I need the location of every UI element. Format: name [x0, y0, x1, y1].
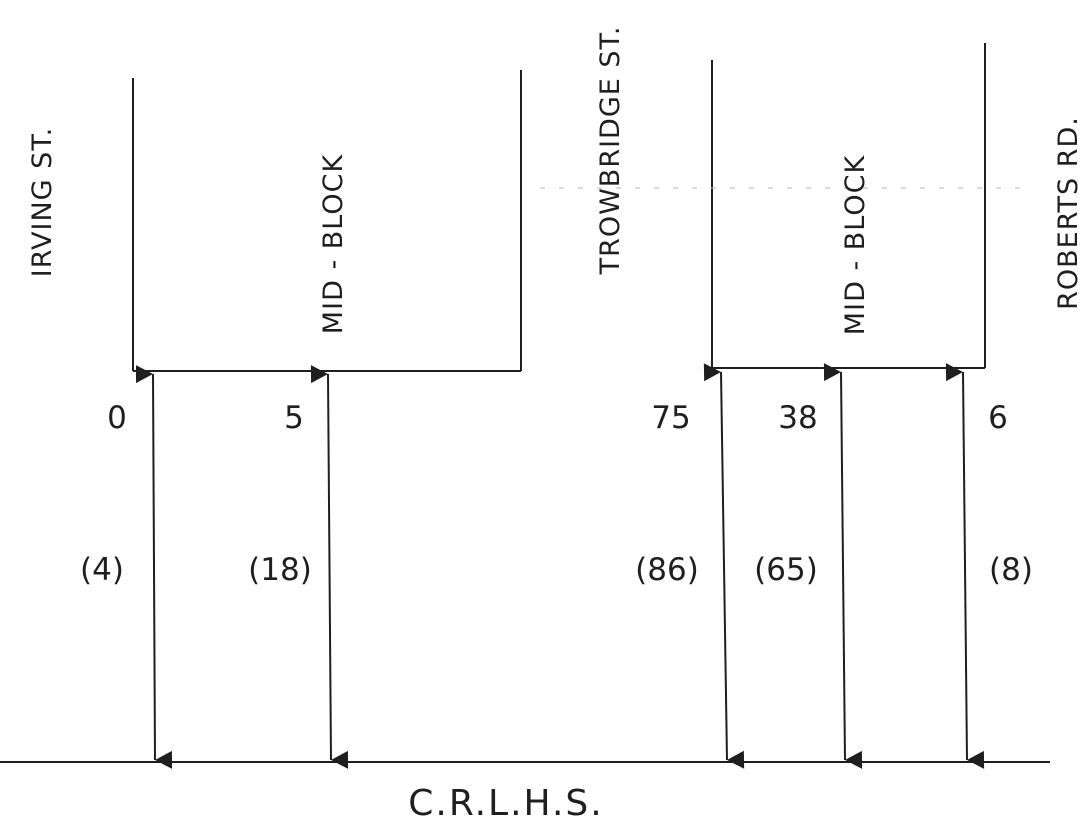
paren-count-left-midblock: (18): [248, 552, 312, 588]
crossing-arrow-irving: [135, 365, 173, 769]
crossing-arrow-right-midblock: [823, 363, 863, 769]
crossing-arrow-roberts: [945, 363, 985, 769]
paren-count-trowbridge: (86): [635, 552, 699, 588]
paren-count-roberts: (8): [989, 552, 1033, 588]
paren-count-irving: (4): [80, 552, 124, 588]
count-roberts: 6: [988, 400, 1008, 436]
crossing-arrow-left-midblock: [310, 365, 349, 769]
count-trowbridge: 75: [651, 400, 690, 436]
count-left-midblock: 5: [284, 400, 304, 436]
street-label-irving: IRVING ST.: [27, 127, 58, 277]
paren-count-right-midblock: (65): [754, 552, 818, 588]
crossing-arrow-trowbridge: [703, 363, 745, 769]
count-right-midblock: 38: [778, 400, 817, 436]
count-irving: 0: [107, 400, 127, 436]
street-label-trowbridge: TROWBRIDGE ST.: [595, 26, 626, 276]
street-label-roberts: ROBERTS RD.: [1053, 116, 1084, 310]
school-label: C.R.L.H.S.: [408, 783, 603, 824]
midblock-label-right: MID - BLOCK: [840, 155, 871, 336]
midblock-label-left: MID - BLOCK: [318, 154, 349, 335]
